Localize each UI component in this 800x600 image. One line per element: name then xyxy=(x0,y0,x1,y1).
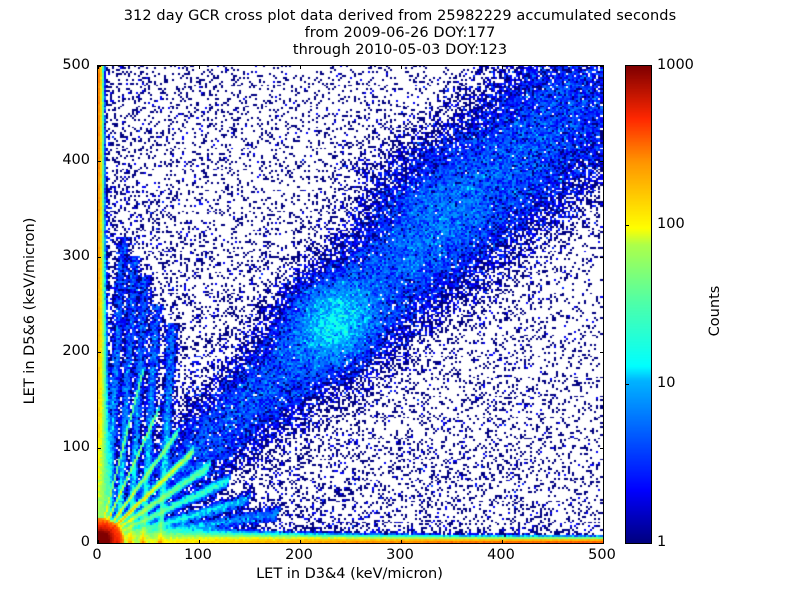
colorbar-tick-label: 1 xyxy=(657,534,667,550)
x-tick-mark xyxy=(401,540,402,544)
x-tick-mark xyxy=(502,540,503,544)
chart-title-line-1: 312 day GCR cross plot data derived from… xyxy=(123,8,677,24)
y-tick-mark xyxy=(97,447,101,449)
y-tick-mark xyxy=(600,161,604,163)
colorbar-tick-mark xyxy=(625,384,629,385)
y-tick-label: 0 xyxy=(80,534,90,550)
x-tick-label: 500 xyxy=(588,547,616,563)
y-tick-mark xyxy=(97,352,101,354)
colorbar-label: Counts xyxy=(707,285,723,337)
chart-title-line-2: from 2009-06-26 DOY:177 xyxy=(304,25,496,41)
colorbar-tick-mark xyxy=(625,225,629,226)
x-tick-mark xyxy=(300,540,301,544)
y-tick-mark xyxy=(600,543,604,544)
y-tick-mark xyxy=(97,161,101,163)
y-tick-label: 500 xyxy=(62,57,90,73)
y-tick-mark xyxy=(600,66,604,67)
y-tick-label: 400 xyxy=(62,152,90,169)
chart-title-line-3: through 2010-05-03 DOY:123 xyxy=(292,42,508,58)
y-tick-mark xyxy=(97,256,101,258)
scatter-density-plot xyxy=(98,66,603,543)
x-tick-mark xyxy=(98,65,99,69)
chart-title: 312 day GCR cross plot data derived from… xyxy=(0,8,800,59)
x-axis-label: LET in D3&4 (keV/micron) xyxy=(256,566,443,582)
x-tick-label: 0 xyxy=(92,547,102,563)
colorbar-tick-label: 1000 xyxy=(657,57,694,73)
y-tick-mark xyxy=(600,447,604,449)
y-tick-mark xyxy=(97,543,101,544)
y-tick-mark xyxy=(600,352,604,354)
x-tick-mark xyxy=(300,65,301,69)
x-tick-label: 400 xyxy=(487,547,515,563)
x-tick-mark xyxy=(502,65,503,69)
y-tick-label: 100 xyxy=(62,438,90,455)
x-tick-label: 300 xyxy=(386,547,414,563)
y-tick-label: 200 xyxy=(62,343,90,360)
colorbar-gradient xyxy=(626,66,651,543)
x-tick-label: 100 xyxy=(184,547,212,563)
colorbar-tick-label: 100 xyxy=(657,216,685,232)
x-tick-mark xyxy=(199,65,200,69)
x-tick-mark xyxy=(401,65,402,69)
x-tick-mark xyxy=(603,65,604,69)
y-axis-label: LET in D5&6 (keV/micron) xyxy=(22,217,38,405)
x-tick-label: 200 xyxy=(285,547,313,563)
x-tick-mark xyxy=(199,540,200,544)
y-tick-mark xyxy=(600,256,604,258)
y-tick-label: 300 xyxy=(62,247,90,264)
x-tick-mark xyxy=(98,540,99,544)
colorbar-tick-label: 10 xyxy=(657,375,676,391)
y-tick-mark xyxy=(97,66,101,67)
plot-axes-area xyxy=(97,65,604,544)
colorbar xyxy=(625,65,652,544)
x-tick-mark xyxy=(603,540,604,544)
